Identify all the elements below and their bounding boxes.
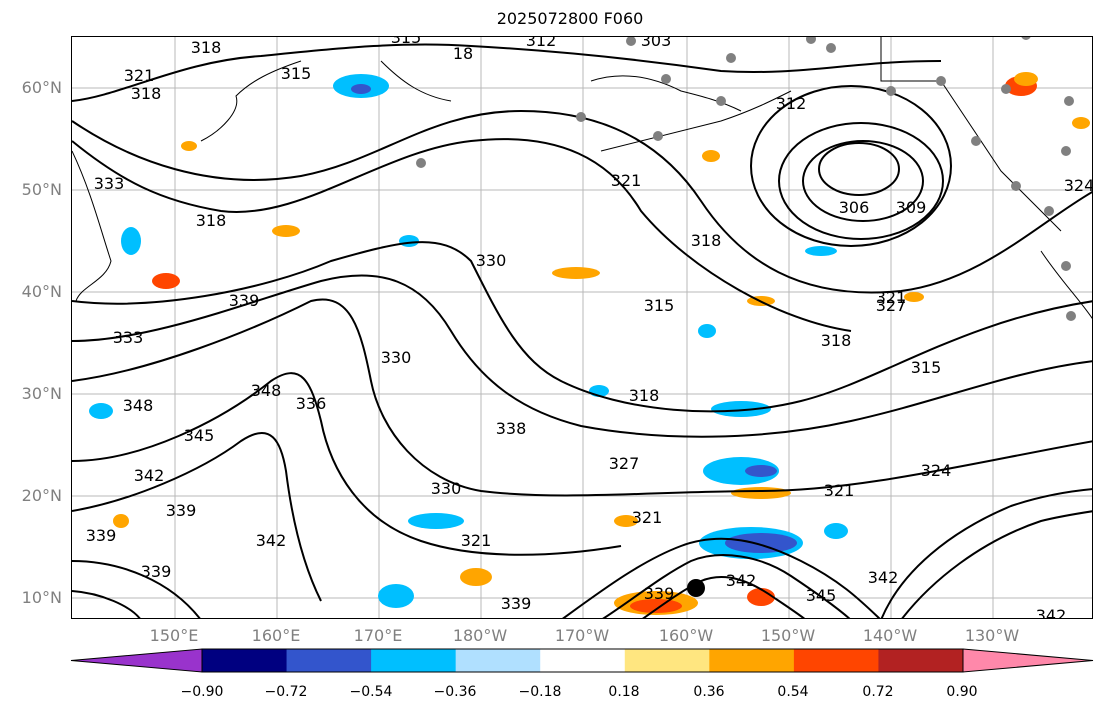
contour-label: 330: [476, 251, 507, 270]
contour-label: 321: [876, 288, 907, 307]
colorbar-segment: [540, 649, 626, 672]
lon-label-130w: 130°W: [964, 626, 1020, 645]
colorbar-segment: [286, 649, 372, 672]
colorbar-tick: 0.36: [693, 684, 725, 700]
coastlines: [72, 37, 1092, 319]
contour-label: 315: [391, 37, 422, 47]
contour-label: 327: [876, 296, 907, 315]
contour-label: 342: [134, 466, 165, 485]
lon-label-150w: 150°W: [760, 626, 816, 645]
colorbar-segment: [878, 649, 964, 672]
colorbar: [70, 648, 1094, 673]
contour-label: 327: [609, 454, 640, 473]
contour-label: 330: [381, 348, 412, 367]
colorbar-segment: [709, 649, 795, 672]
colorbar-segment: [371, 649, 457, 672]
contour-label: 342: [726, 571, 757, 590]
contour-label: 309: [896, 198, 927, 217]
colorbar-tick: 0.90: [946, 684, 978, 700]
contour-label: 342: [256, 531, 287, 550]
contours: [72, 43, 1092, 618]
station-dots: [416, 37, 1076, 321]
shaded-anomalies: [89, 72, 1090, 615]
contour-label: 333: [113, 328, 144, 347]
colorbar-tick: 0.72: [862, 684, 894, 700]
contour-label: 342: [868, 568, 899, 587]
colorbar-segment: [963, 649, 1093, 672]
lon-label-170e: 170°E: [353, 626, 403, 645]
lat-label-10n: 10°N: [21, 588, 62, 607]
colorbar-segment: [624, 649, 710, 672]
contour-label: 348: [251, 381, 282, 400]
contour-label: 312: [526, 37, 557, 50]
colorbar-segment: [202, 649, 288, 672]
contour-label: 324: [921, 461, 952, 480]
map-panel: 318 321 318 315 315 312 303 18 312 306 3…: [71, 36, 1093, 619]
contour-label: 315: [911, 358, 942, 377]
contour-label: 312: [776, 94, 807, 113]
contour-label: 321: [632, 508, 663, 527]
lat-label-40n: 40°N: [21, 282, 62, 301]
contour-label: 338: [496, 419, 527, 438]
contour-label: 318: [196, 211, 227, 230]
contour-label: 339: [644, 584, 675, 603]
contour-label: 315: [281, 64, 312, 83]
contour-label: 321: [124, 66, 155, 85]
map-title: 2025072800 F060: [496, 9, 644, 28]
contour-label: 339: [166, 501, 197, 520]
contour-label: 318: [131, 84, 162, 103]
colorbar-tick: −0.36: [433, 684, 477, 700]
lon-label-160w: 160°W: [658, 626, 714, 645]
contour-label: 339: [141, 562, 172, 581]
lat-label-60n: 60°N: [21, 78, 62, 97]
lat-label-50n: 50°N: [21, 180, 62, 199]
colorbar-outline: [201, 648, 964, 673]
colorbar-tick: −0.72: [264, 684, 308, 700]
colorbar-segments: [71, 649, 1093, 672]
lon-label-170w: 170°W: [554, 626, 610, 645]
contour-label: 348: [123, 396, 154, 415]
contour-label: 324: [1064, 176, 1093, 195]
contour-labels: 318 321 318 315 315 312 303 18 312 306 3…: [86, 37, 1093, 619]
contour-label: 318: [821, 331, 852, 350]
contour-label: 318: [191, 38, 222, 57]
gridlines: [72, 37, 1092, 618]
lon-label-180w: 180°W: [452, 626, 508, 645]
colorbar-tick: −0.18: [518, 684, 562, 700]
contour-label: 339: [229, 291, 260, 310]
contour-label: 336: [296, 394, 327, 413]
contour-label: 303: [641, 37, 672, 50]
colorbar-tick: 0.18: [608, 684, 640, 700]
contour-label: 318: [629, 386, 660, 405]
vortex-marker: [687, 579, 705, 597]
contour-label: 330: [431, 479, 462, 498]
contour-label: 333: [94, 174, 125, 193]
contour-label: 318: [691, 231, 722, 250]
colorbar-segment: [793, 649, 879, 672]
contour-label: 321: [611, 171, 642, 190]
lon-label-160e: 160°E: [251, 626, 301, 645]
lon-label-140w: 140°W: [862, 626, 918, 645]
colorbar-segment: [71, 649, 202, 672]
lat-label-30n: 30°N: [21, 384, 62, 403]
contour-label: 345: [806, 586, 837, 605]
colorbar-tick: 0.54: [777, 684, 809, 700]
contour-label: 339: [501, 594, 532, 613]
contour-label: 345: [184, 426, 215, 445]
contour-label: 306: [839, 198, 870, 217]
contour-label: 321: [461, 531, 492, 550]
contour-label: 315: [644, 296, 675, 315]
colorbar-tick: −0.90: [180, 684, 224, 700]
colorbar-tick: −0.54: [349, 684, 393, 700]
colorbar-segment: [455, 649, 541, 672]
contour-label: 18: [453, 44, 473, 63]
lon-label-150e: 150°E: [149, 626, 199, 645]
map-canvas: 318 321 318 315 315 312 303 18 312 306 3…: [72, 37, 1093, 619]
lat-label-20n: 20°N: [21, 486, 62, 505]
contour-label: 339: [86, 526, 117, 545]
contour-label: 342: [1036, 606, 1067, 619]
contour-label: 321: [824, 481, 855, 500]
